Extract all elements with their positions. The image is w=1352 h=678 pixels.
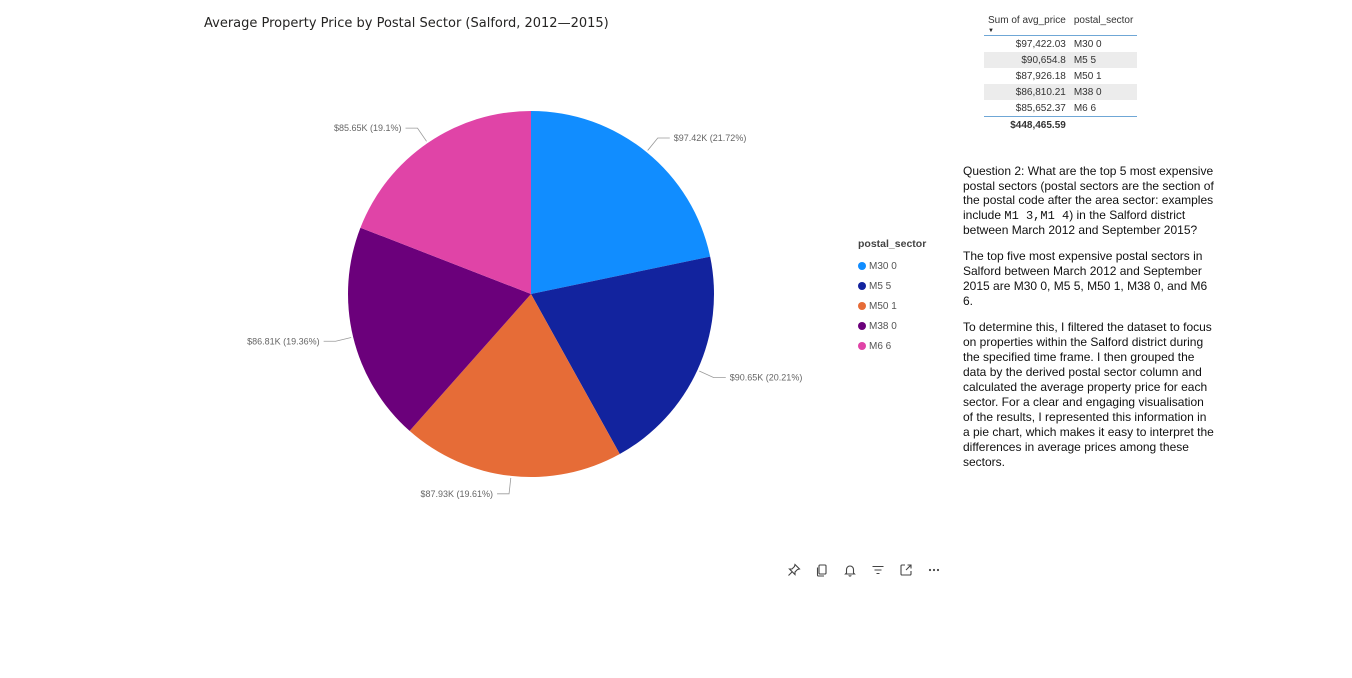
- legend-marker-icon: [858, 302, 866, 310]
- bell-icon[interactable]: [836, 562, 864, 578]
- legend-title: postal_sector: [858, 238, 927, 250]
- legend-item[interactable]: M38 0: [858, 316, 926, 336]
- pie-slice-m30-0[interactable]: [531, 111, 711, 294]
- data-label: $87.93K (19.61%): [420, 489, 493, 499]
- leader-line: [405, 127, 427, 142]
- total-value: $448,465.59: [984, 116, 1070, 133]
- leader-line: [497, 477, 512, 495]
- more-options-icon[interactable]: [920, 562, 948, 578]
- cell-avg-price: $86,810.21: [984, 84, 1070, 100]
- focus-mode-icon[interactable]: [892, 562, 920, 578]
- cell-postal-sector: M30 0: [1073, 38, 1102, 50]
- data-label: $90.65K (20.21%): [730, 373, 803, 383]
- legend: postal_sector M30 0 M5 5 M50 1 M38 0 M6 6: [858, 238, 926, 356]
- cell-avg-price: $97,422.03: [1015, 38, 1066, 50]
- data-table: Sum of avg_price ▼ postal_sector $97,422.…: [984, 15, 1138, 133]
- table-row[interactable]: $97,422.03 M30 0: [984, 36, 1137, 53]
- legend-label: M6 6: [869, 340, 892, 352]
- data-label: $86.81K (19.36%): [247, 336, 320, 346]
- cell-postal-sector: M5 5: [1069, 52, 1138, 68]
- pie-slice-m5-5[interactable]: [531, 256, 715, 455]
- visual-toolbar: [780, 562, 948, 578]
- pie-slice-m6-6[interactable]: [360, 111, 531, 294]
- table-row[interactable]: $85,652.37 M6 6: [984, 100, 1137, 117]
- legend-label: M30 0: [869, 260, 897, 272]
- table-header-postal-sector[interactable]: postal_sector: [1069, 15, 1138, 36]
- legend-label: M50 1: [869, 300, 897, 312]
- legend-item[interactable]: M30 0: [858, 256, 926, 276]
- cell-postal-sector: M38 0: [1069, 84, 1138, 100]
- legend-item[interactable]: M6 6: [858, 336, 926, 356]
- cell-avg-price: $90,654.8: [984, 52, 1070, 68]
- leader-line: [699, 370, 726, 379]
- table-row[interactable]: $90,654.8 M5 5: [984, 52, 1138, 68]
- legend-label: M38 0: [869, 320, 897, 332]
- table-row[interactable]: $86,810.21 M38 0: [984, 84, 1138, 100]
- leader-line: [647, 137, 670, 151]
- table-header-avg-price[interactable]: Sum of avg_price ▼: [984, 15, 1070, 36]
- cell-avg-price: $85,652.37: [1015, 102, 1066, 114]
- filter-icon[interactable]: [864, 562, 892, 578]
- cell-avg-price: $87,926.18: [1015, 70, 1066, 82]
- chart-title: Average Property Price by Postal Sector …: [204, 16, 609, 31]
- copy-icon[interactable]: [808, 562, 836, 578]
- pie-slice-m50-1[interactable]: [409, 294, 620, 477]
- legend-marker-icon: [858, 322, 866, 330]
- code-examples: M1 3,M1 4: [1004, 208, 1070, 223]
- question-text: Question 2: What are the top 5 most expe…: [963, 164, 1214, 238]
- text-box: Question 2: What are the top 5 most expe…: [963, 164, 1215, 481]
- sort-desc-icon[interactable]: ▼: [988, 28, 994, 34]
- legend-marker-icon: [858, 262, 866, 270]
- legend-label: M5 5: [869, 280, 892, 292]
- table-row[interactable]: $87,926.18 M50 1: [984, 68, 1137, 84]
- data-label: $97.42K (21.72%): [674, 133, 747, 143]
- method-text: To determine this, I filtered the datase…: [963, 319, 1214, 469]
- legend-item[interactable]: M50 1: [858, 296, 926, 316]
- cell-postal-sector: M50 1: [1073, 70, 1102, 82]
- answer-text: The top five most expensive postal secto…: [963, 248, 1208, 308]
- total-blank-cell: [1069, 116, 1138, 133]
- pin-icon[interactable]: [780, 562, 808, 578]
- pie-slice-m38-0[interactable]: [348, 227, 531, 431]
- legend-item[interactable]: M5 5: [858, 276, 926, 296]
- legend-marker-icon: [858, 282, 866, 290]
- data-label: $85.65K (19.1%): [334, 123, 402, 133]
- leader-line: [323, 337, 352, 342]
- legend-marker-icon: [858, 342, 866, 350]
- table-total-row: $448,465.59: [984, 116, 1138, 133]
- cell-postal-sector: M6 6: [1073, 102, 1097, 114]
